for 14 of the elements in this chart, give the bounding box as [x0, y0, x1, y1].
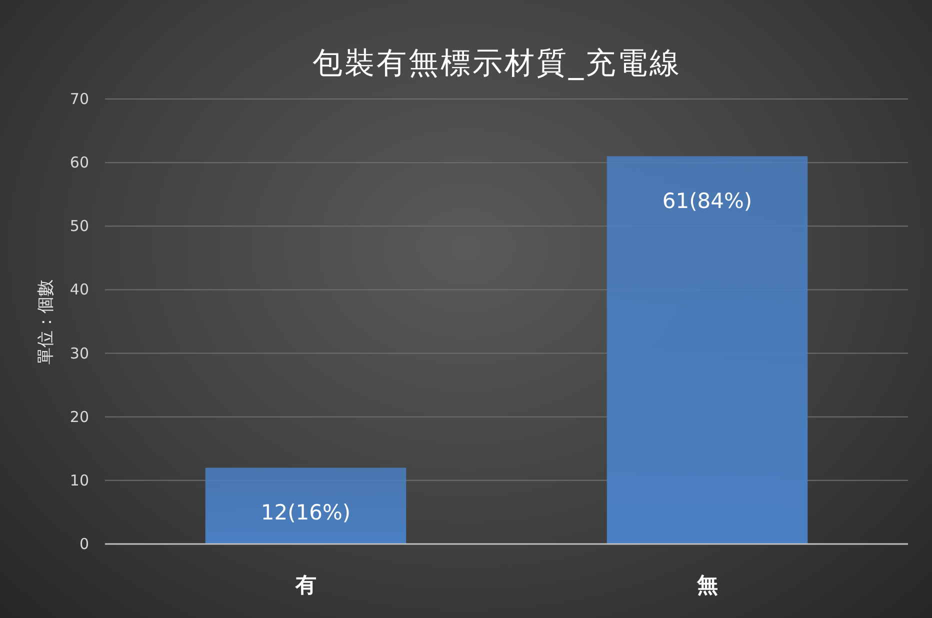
- y-tick-label: 20: [70, 408, 89, 426]
- y-tick-label: 10: [70, 471, 89, 490]
- data-label: 61(84%): [662, 189, 752, 214]
- data-label: 12(16%): [260, 500, 351, 525]
- x-tick-label: 有: [294, 573, 316, 597]
- chart-title: 包裝有無標示材質_充電線: [312, 46, 682, 81]
- y-axis-title: 單位：個數: [36, 280, 56, 364]
- y-tick-label: 0: [79, 535, 89, 553]
- y-tick-label: 30: [70, 344, 89, 362]
- y-tick-label: 40: [70, 280, 89, 299]
- x-tick-label: 無: [696, 573, 718, 597]
- y-tick-label: 50: [70, 217, 89, 236]
- y-tick-label: 70: [70, 90, 89, 108]
- y-tick-label: 60: [70, 154, 89, 172]
